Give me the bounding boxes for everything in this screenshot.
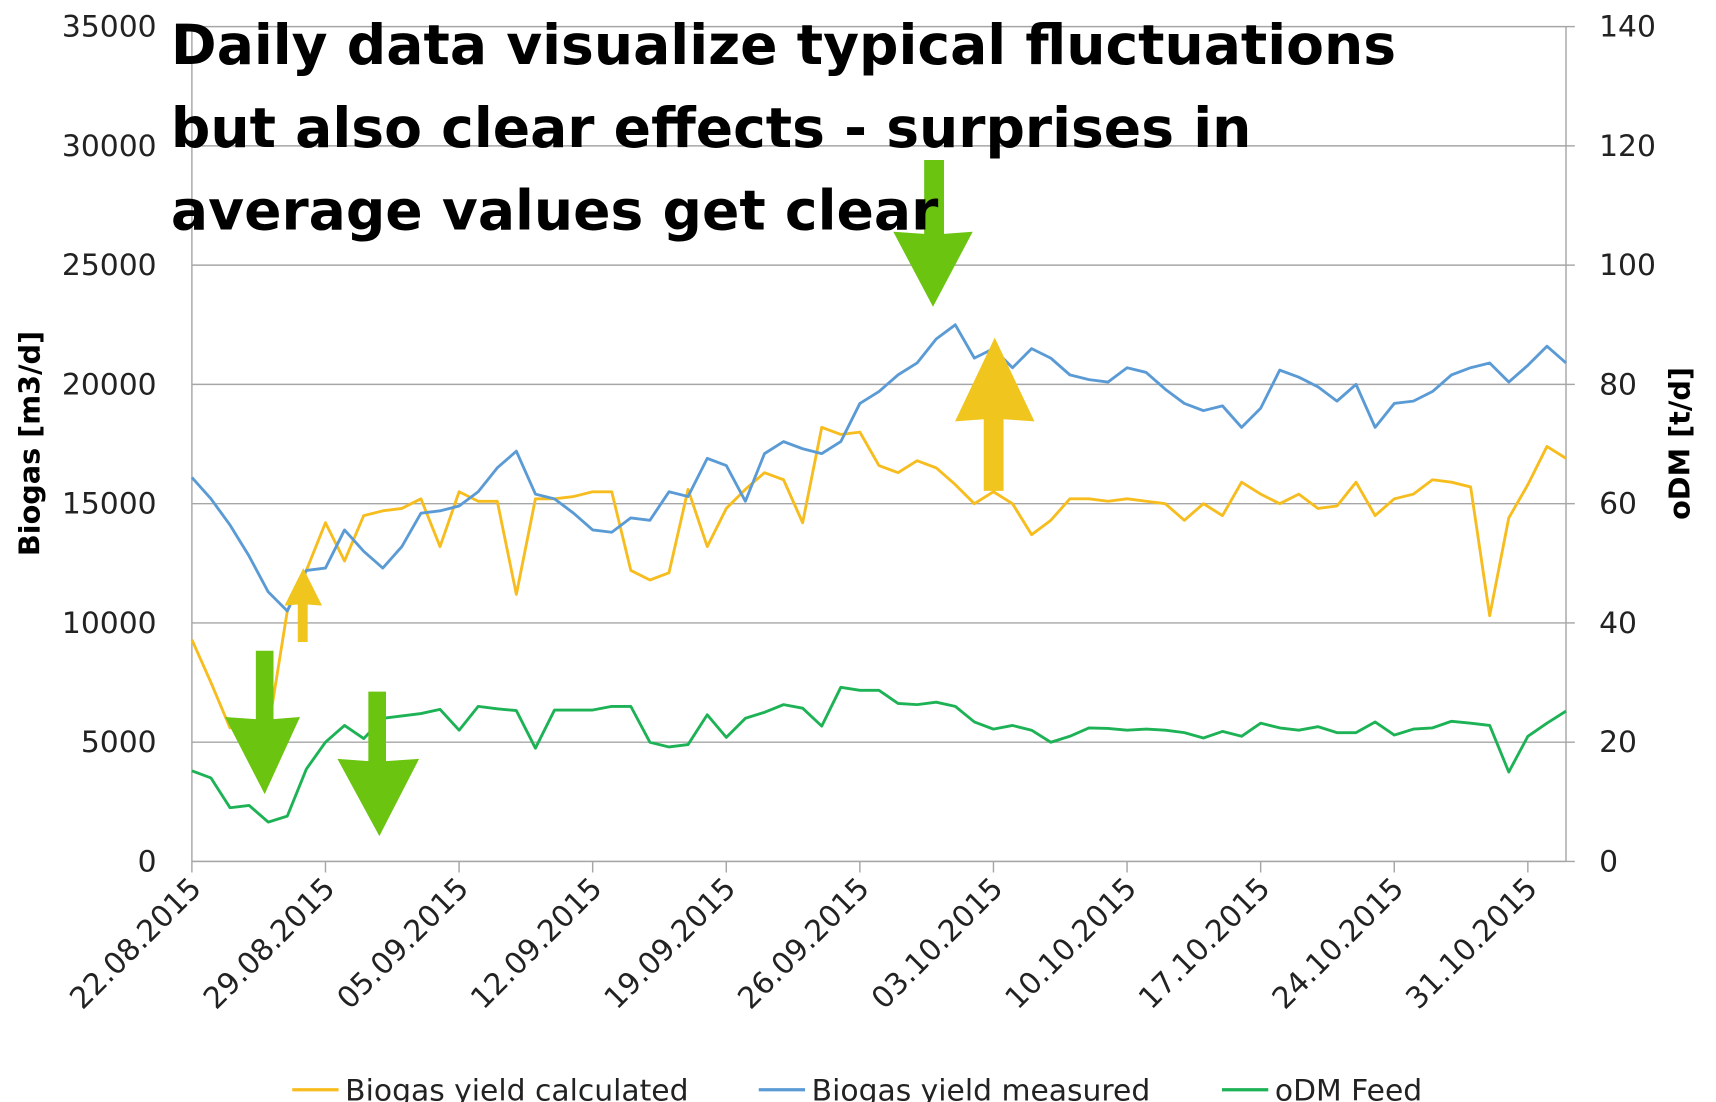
x-tick-label: 26.09.2015 bbox=[731, 871, 876, 1016]
y2-tick-label: 60 bbox=[1599, 487, 1637, 522]
y2-tick-label: 100 bbox=[1599, 248, 1656, 283]
x-tick-label: 22.08.2015 bbox=[63, 871, 208, 1016]
lines bbox=[190, 323, 1567, 824]
title-line: average values get clear bbox=[171, 180, 939, 244]
series-line bbox=[190, 425, 1567, 732]
legend: Biogas yield calculated Biogas yield meas… bbox=[292, 1074, 1422, 1102]
y-tick-label: 25000 bbox=[62, 248, 157, 283]
arrow-yellow bbox=[955, 337, 1035, 491]
title-line: but also clear effects - surprises in bbox=[171, 97, 1251, 161]
x-tick-label: 12.09.2015 bbox=[464, 871, 609, 1016]
x-tick-label: 24.10.2015 bbox=[1266, 871, 1411, 1016]
y-tick-label: 10000 bbox=[62, 606, 157, 641]
y2-tick-label: 140 bbox=[1599, 10, 1656, 45]
y2-axis-title: oDM [t/d] bbox=[1663, 367, 1697, 520]
x-tick-label: 31.10.2015 bbox=[1399, 871, 1544, 1016]
x-tick-label: 10.10.2015 bbox=[998, 871, 1143, 1016]
y-tick-label: 15000 bbox=[62, 487, 157, 522]
y2-tick-label: 120 bbox=[1599, 129, 1656, 164]
y-axis-title: Biogas [m3/d] bbox=[13, 331, 47, 556]
legend-label: Biogas yield measured bbox=[812, 1074, 1151, 1102]
x-tick-label: 05.09.2015 bbox=[331, 871, 476, 1016]
y-tick-label: 35000 bbox=[62, 10, 157, 45]
x-tick-label: 17.10.2015 bbox=[1132, 871, 1277, 1016]
arrow-green bbox=[337, 691, 420, 837]
arrow-green bbox=[893, 160, 973, 307]
y-tick-label: 0 bbox=[138, 844, 157, 879]
y2-tick-label: 80 bbox=[1599, 367, 1637, 402]
y-tick-label: 30000 bbox=[62, 129, 157, 164]
title: Daily data visualize typical fluctuation… bbox=[171, 14, 1396, 243]
y2-tick-label: 20 bbox=[1599, 725, 1637, 760]
x-tick-label: 29.08.2015 bbox=[197, 871, 342, 1016]
arrow-green bbox=[224, 650, 300, 795]
y-tick-label: 20000 bbox=[62, 367, 157, 402]
annotation-arrows bbox=[224, 160, 1035, 837]
legend-label: Biogas yield calculated bbox=[345, 1074, 688, 1102]
title-line: Daily data visualize typical fluctuation… bbox=[171, 14, 1396, 78]
y-tick-label: 5000 bbox=[81, 725, 157, 760]
y2-tick-label: 40 bbox=[1599, 606, 1637, 641]
x-tick-label: 19.09.2015 bbox=[598, 871, 743, 1016]
legend-label: oDM Feed bbox=[1275, 1074, 1422, 1102]
arrow-yellow bbox=[284, 568, 323, 642]
y2-tick-label: 0 bbox=[1599, 844, 1618, 879]
x-tick-label: 03.10.2015 bbox=[865, 871, 1010, 1016]
series-line bbox=[191, 685, 1567, 824]
series-line bbox=[190, 323, 1567, 613]
